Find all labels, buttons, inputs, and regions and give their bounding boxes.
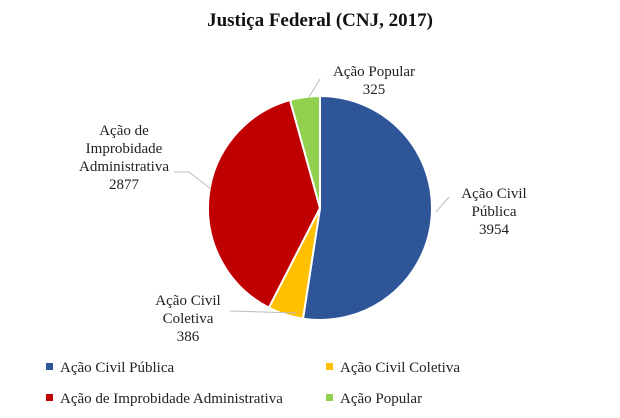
data-label-acao-civil-coletiva: Ação Civil Coletiva 386 [155,293,220,345]
data-label-acao-civil-publica: Ação Civil Pública 3954 [461,186,526,238]
legend: Ação Civil Pública Ação Civil Coletiva Açã… [46,360,460,407]
legend-swatch-acao-civil-coletiva [326,363,333,370]
legend-swatch-acao-popular [326,394,333,401]
legend-swatch-acao-civil-publica [46,363,53,370]
legend-item-acao-civil-coletiva: Ação Civil Coletiva [326,360,460,376]
legend-item-acao-popular: Ação Popular [326,391,422,407]
leader-line-acao-de-improbidade-administrativa [174,171,212,190]
pie-slice-acao-civil-publica [301,94,434,321]
leader-line-acao-civil-publica [435,196,450,213]
leader-lines [174,78,450,314]
data-label-acao-popular: Ação Popular 325 [333,64,415,98]
legend-label-acao-civil-coletiva: Ação Civil Coletiva [340,360,460,376]
leader-line-acao-civil-coletiva [229,310,297,314]
pie-slices [207,94,434,321]
legend-label-acao-de-improbidade-administrativa: Ação de Improbidade Administrativa [60,391,283,407]
pie-slice-acao-de-improbidade-administrativa [207,98,322,309]
legend-label-acao-civil-publica: Ação Civil Pública [60,360,174,376]
legend-label-acao-popular: Ação Popular [340,391,422,407]
data-label-acao-de-improbidade-administrativa: Ação de Improbidade Administrativa 2877 [79,123,169,193]
leader-line-acao-popular [308,78,321,98]
data-labels: Ação Civil Pública 3954 Ação Civil Coletiva 3… [79,64,527,345]
chart-title: Justiça Federal (CNJ, 2017) [207,10,433,31]
legend-item-acao-civil-publica: Ação Civil Pública [46,360,174,376]
legend-item-acao-de-improbidade-administrativa: Ação de Improbidade Administrativa [46,391,283,407]
pie-slice-acao-popular [288,94,321,209]
legend-swatch-acao-de-improbidade-administrativa [46,394,53,401]
